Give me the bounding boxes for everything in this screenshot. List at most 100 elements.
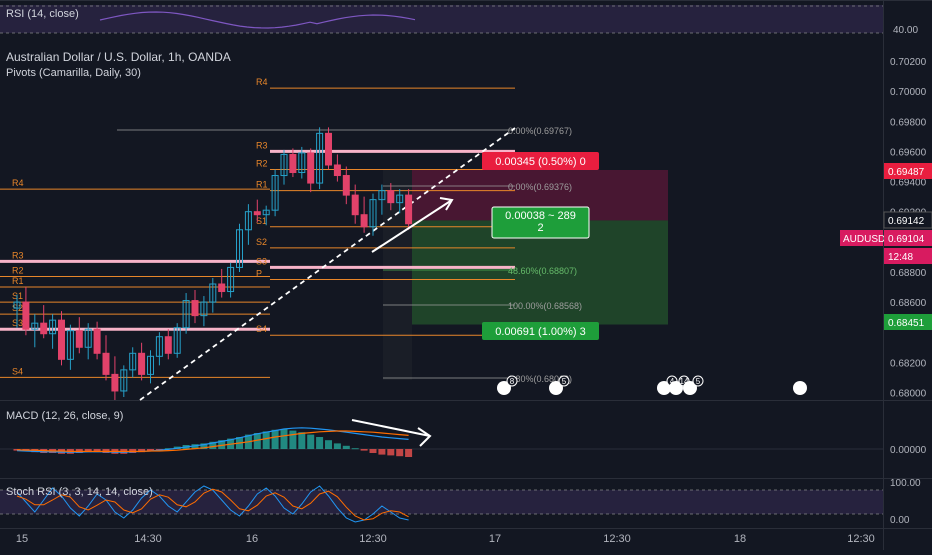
time-tick: 15	[16, 533, 28, 545]
candle-body	[120, 369, 128, 392]
price-tag	[884, 314, 932, 330]
time-tick: 17	[489, 533, 501, 545]
candle-body	[102, 352, 110, 375]
price-tag	[884, 248, 932, 264]
stoch-axis-top: 100.00	[890, 478, 921, 489]
macd-bar	[298, 432, 306, 449]
candle-body	[280, 153, 288, 177]
rsi-band	[0, 5, 883, 33]
event-badge-icon	[549, 381, 563, 395]
fib-label: 100.00%(0.68568)	[508, 301, 582, 311]
time-tick: 16	[246, 533, 258, 545]
candle-body	[191, 300, 199, 317]
candle-body	[218, 283, 226, 293]
pivot-label-r3: R3	[256, 140, 268, 150]
candle-body	[244, 211, 252, 231]
macd-bar	[307, 434, 315, 449]
fib-label: 0.00%(0.69376)	[508, 182, 572, 192]
candle-body	[333, 164, 341, 177]
candle-body	[93, 328, 101, 354]
price-tick: 0.70000	[890, 87, 927, 98]
macd-bar	[271, 429, 279, 449]
rsi-axis-label: 40.00	[893, 25, 918, 36]
candle-body	[58, 319, 65, 360]
macd-bar	[289, 430, 297, 449]
candle-body	[325, 132, 332, 166]
event-badge-count	[692, 375, 704, 387]
macd-bar	[253, 433, 261, 449]
event-badge-label: 5	[696, 377, 701, 386]
candle-body	[342, 175, 350, 196]
macd-bar	[280, 429, 288, 449]
entry-tag-sub: 2	[537, 222, 543, 234]
stop-tag	[482, 322, 599, 340]
candle-body	[84, 328, 92, 348]
candle-body	[271, 175, 279, 211]
rsi-line	[99, 11, 416, 29]
macd-bar	[84, 449, 92, 453]
candle-body	[13, 301, 21, 309]
macd-bar	[360, 449, 368, 451]
panel-divider	[0, 0, 932, 1]
pivot-label-r4: R4	[12, 178, 24, 188]
candle-body	[182, 300, 190, 329]
candle-body	[387, 190, 395, 204]
macd-bar	[405, 449, 413, 457]
event-badge-icon	[793, 381, 807, 395]
candle-body	[396, 194, 404, 204]
candle-body	[253, 211, 261, 216]
candle-body	[31, 322, 39, 330]
indicator-title: Pivots (Camarilla, Daily, 30)	[6, 67, 141, 79]
pivot-label-r1: R1	[256, 180, 268, 190]
rsi-title: RSI (14, close)	[6, 8, 79, 20]
macd-axis-label: 0.00000	[890, 445, 927, 456]
fib-label: 0.00%(0.69767)	[508, 126, 572, 136]
stoch-axis-bottom: 0.00	[890, 515, 910, 526]
candle-body	[49, 319, 57, 335]
stoch-d-line	[16, 488, 409, 521]
candle-body	[66, 330, 74, 360]
pivot-label-p: P	[256, 268, 262, 278]
candle-body	[360, 214, 368, 228]
candle-body	[173, 327, 181, 354]
macd-bar	[138, 449, 146, 453]
time-tick: 18	[734, 533, 746, 545]
pivot-label-s4: S4	[12, 366, 23, 376]
pivot-label-r2: R2	[12, 265, 24, 275]
macd-bar	[93, 449, 101, 453]
candle-body	[22, 301, 30, 330]
stop-tag-text: 0.00691 (1.00%) 3	[495, 326, 586, 338]
event-badge-icon	[683, 381, 697, 395]
stoch-band	[0, 490, 883, 514]
macd-bar	[325, 440, 332, 449]
pivot-label-s3: S3	[256, 256, 267, 266]
entry-tag	[491, 206, 590, 239]
candle-body	[351, 194, 359, 216]
event-badge-icon	[669, 381, 683, 395]
event-badge-label: 4	[670, 377, 675, 386]
event-badge-icon	[657, 381, 671, 395]
pivot-label-r4: R4	[256, 77, 268, 87]
candle-body	[200, 301, 208, 317]
candle-body	[289, 153, 297, 174]
time-tick: 14:30	[134, 533, 162, 545]
candle-body	[40, 322, 48, 335]
pivot-label-s2: S2	[256, 237, 267, 247]
event-badge-label: 8	[510, 377, 515, 386]
candle-body	[378, 190, 386, 201]
candle-body	[138, 352, 146, 375]
price-tick: 0.69800	[890, 117, 927, 128]
pivot-label-r3: R3	[12, 250, 24, 260]
price-tag	[883, 211, 932, 229]
time-tick: 12:30	[603, 533, 631, 545]
macd-title: MACD (12, 26, close, 9)	[6, 410, 124, 422]
price-tag	[884, 163, 932, 179]
price-tag-text: 0.69142	[888, 216, 925, 227]
macd-bar	[342, 445, 350, 449]
symbol-tag	[840, 230, 883, 246]
event-badge-count	[558, 375, 570, 387]
trend-arrow	[371, 197, 454, 253]
entry-tag-text: 0.00038 ~ 289	[505, 210, 576, 222]
